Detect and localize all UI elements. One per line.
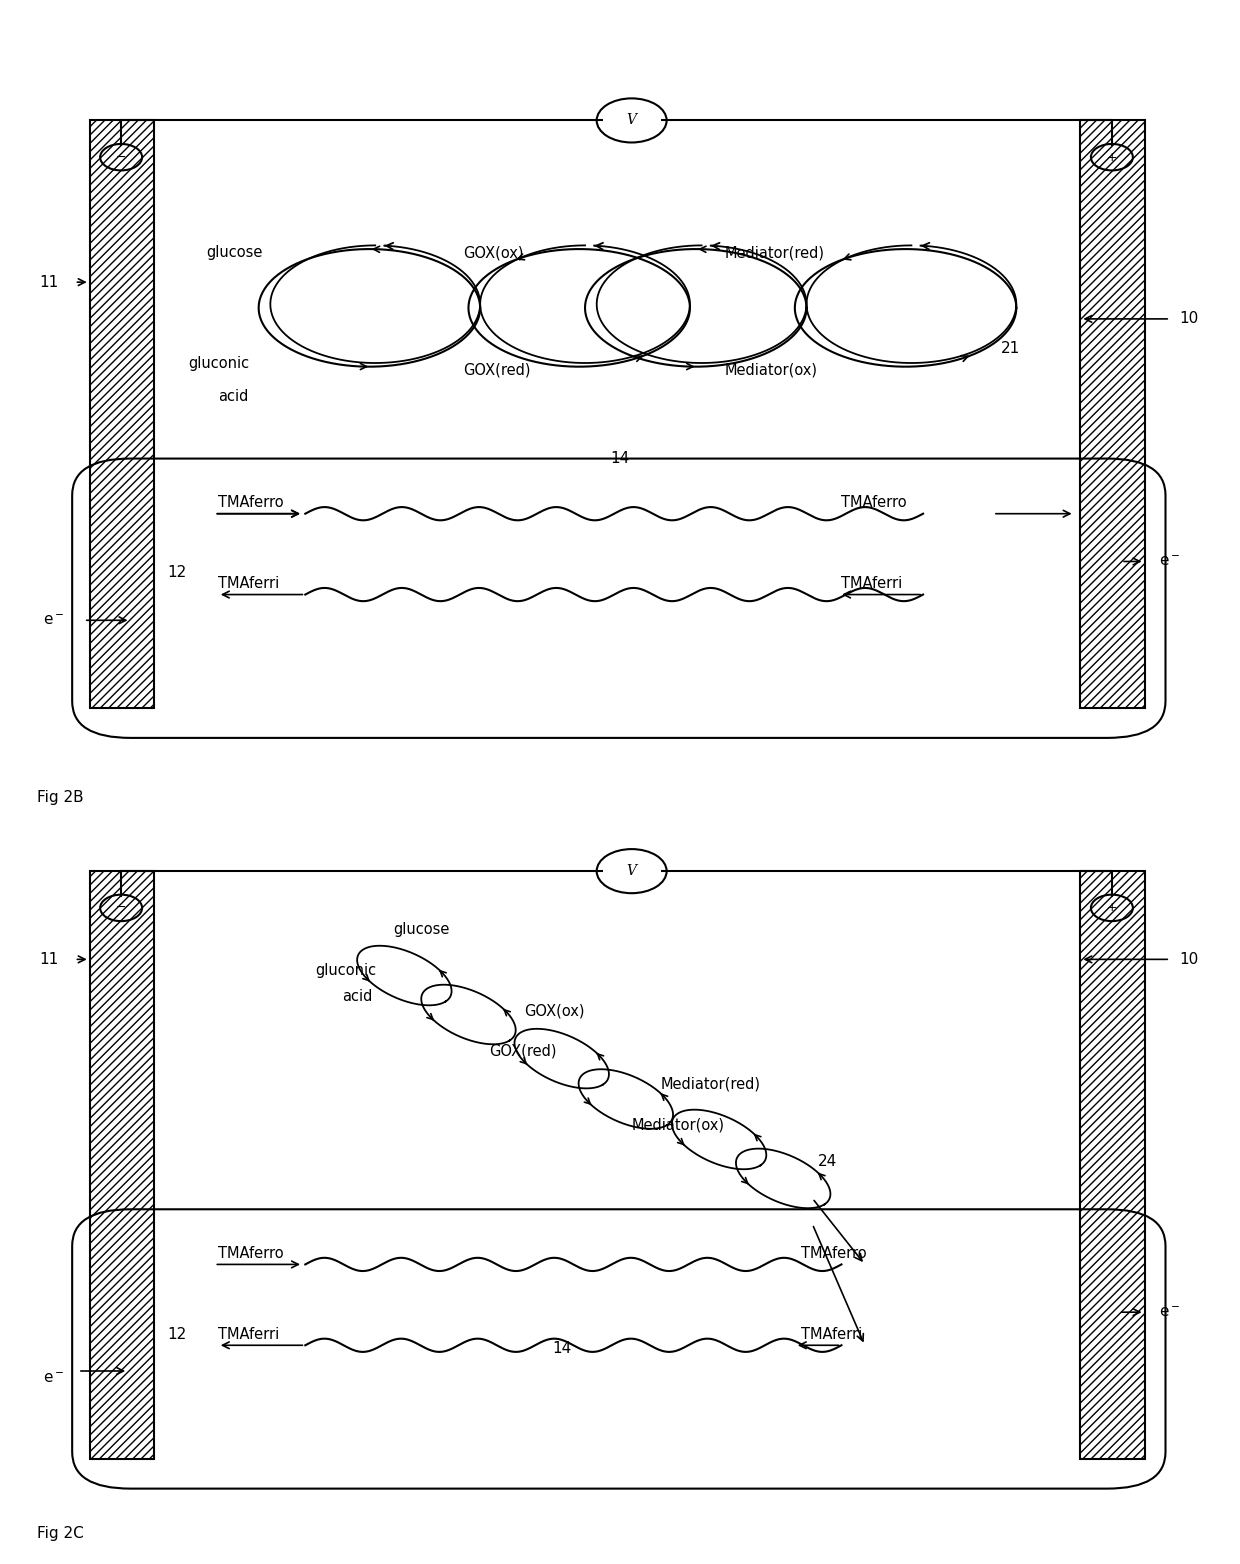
Text: glucose: glucose [206, 246, 263, 260]
Text: Mediator(ox): Mediator(ox) [631, 1117, 724, 1132]
Text: TMAferro: TMAferro [801, 1247, 867, 1261]
Text: V: V [626, 865, 636, 877]
Text: 24: 24 [818, 1154, 837, 1168]
Text: TMAferri: TMAferri [218, 1326, 279, 1342]
Text: 14: 14 [552, 1342, 572, 1356]
Text: e$^-$: e$^-$ [43, 1372, 64, 1386]
Text: GOX(ox): GOX(ox) [463, 246, 523, 260]
Text: GOX(red): GOX(red) [490, 1043, 557, 1059]
Text: 10: 10 [1179, 311, 1198, 327]
Bar [89, 120, 154, 708]
Text: glucose: glucose [393, 923, 450, 937]
Bar [1080, 871, 1145, 1459]
Text: acid: acid [218, 388, 248, 404]
Text: TMAferro: TMAferro [218, 496, 284, 510]
Text: 10: 10 [1179, 952, 1198, 967]
Bar [1080, 120, 1145, 708]
Text: TMAferri: TMAferri [801, 1326, 862, 1342]
Text: 14: 14 [610, 450, 630, 466]
Text: GOX(red): GOX(red) [463, 363, 531, 378]
Text: −: − [115, 901, 126, 915]
Text: 12: 12 [167, 565, 187, 580]
Text: 12: 12 [167, 1326, 187, 1342]
Text: gluconic: gluconic [188, 355, 249, 371]
Text: −: − [115, 150, 126, 164]
Text: e$^-$: e$^-$ [43, 613, 64, 627]
Text: e$^-$: e$^-$ [1158, 554, 1180, 569]
Bar [89, 871, 154, 1459]
Text: acid: acid [342, 988, 373, 1004]
Text: TMAferri: TMAferri [842, 576, 903, 591]
Text: Mediator(red): Mediator(red) [725, 246, 825, 260]
Bar [89, 120, 154, 708]
Text: TMAferri: TMAferri [218, 576, 279, 591]
Text: 11: 11 [40, 275, 58, 289]
Text: TMAferro: TMAferro [218, 1247, 284, 1261]
Text: +: + [1106, 901, 1117, 915]
Text: Mediator(ox): Mediator(ox) [725, 363, 818, 378]
Text: TMAferro: TMAferro [842, 496, 908, 510]
Bar [89, 871, 154, 1459]
Text: Mediator(red): Mediator(red) [661, 1078, 761, 1092]
Text: gluconic: gluconic [315, 963, 377, 978]
Text: +: + [1106, 150, 1117, 164]
Bar [1080, 120, 1145, 708]
Text: V: V [626, 114, 636, 127]
Text: GOX(ox): GOX(ox) [525, 1004, 585, 1018]
Text: Fig 2B: Fig 2B [37, 790, 84, 805]
Text: Fig 2C: Fig 2C [37, 1525, 84, 1541]
Text: 11: 11 [40, 952, 58, 967]
Text: e$^-$: e$^-$ [1158, 1304, 1180, 1320]
Bar [1080, 871, 1145, 1459]
Text: 21: 21 [1001, 341, 1021, 355]
